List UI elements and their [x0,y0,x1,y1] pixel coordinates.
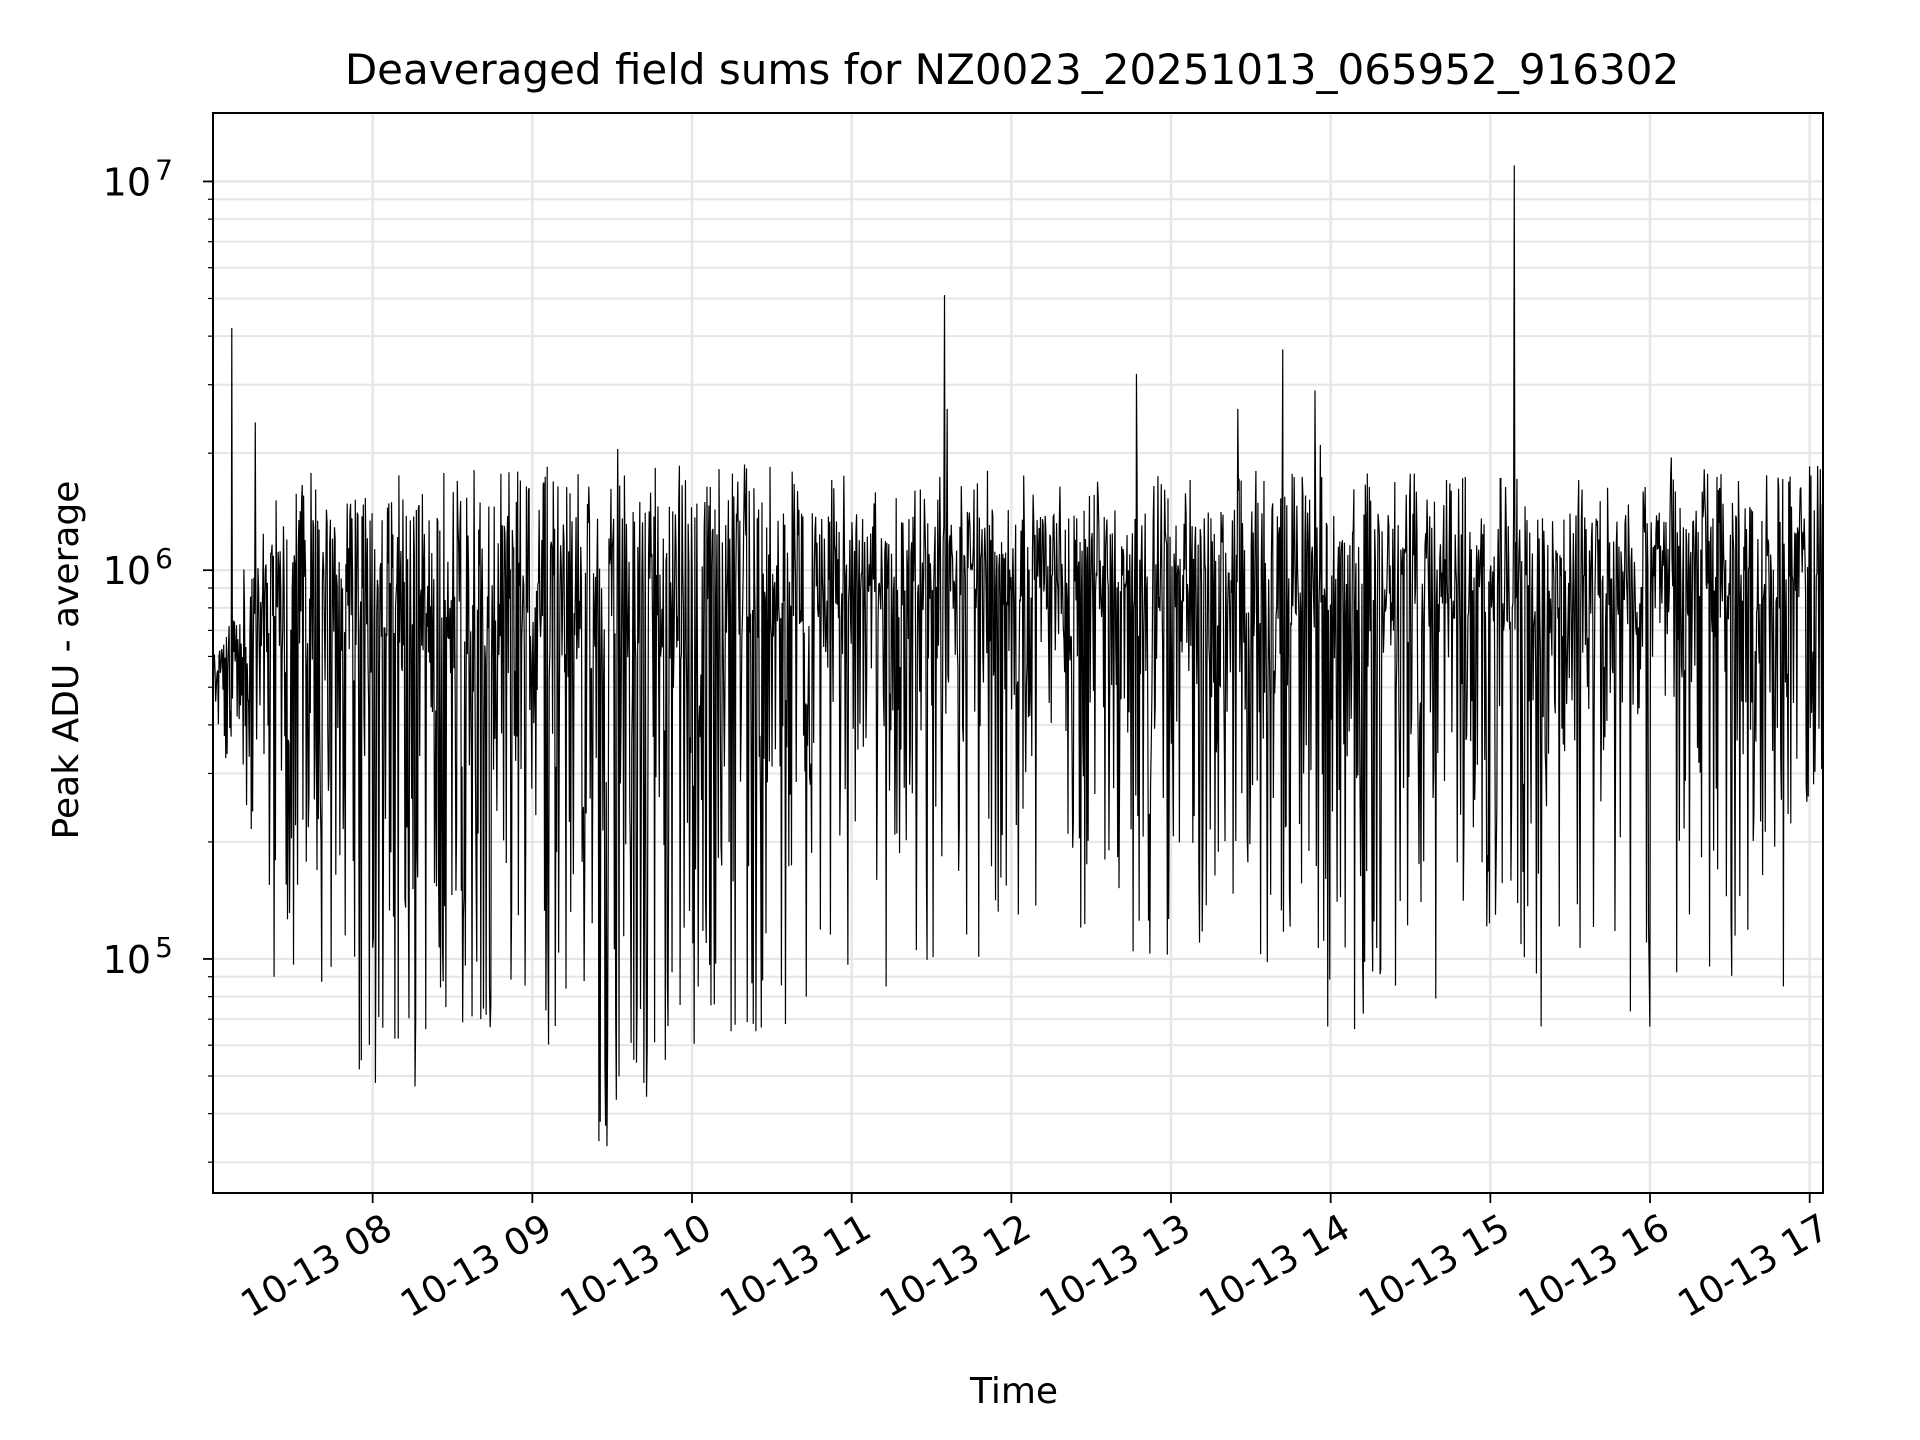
y-tick-label: 10 [103,549,151,593]
plot-area [212,165,1824,1147]
x-axis-label: Time [969,1371,1058,1412]
y-tick-exponent: 5 [155,931,173,964]
y-axis-label: Peak ADU - average [46,481,87,840]
axes-frame [212,112,1824,1194]
y-tick-label: 10 [103,938,151,982]
y-tick-exponent: 6 [155,542,173,575]
y-tick-exponent: 7 [155,153,173,186]
chart-title: Deaveraged field sums for NZ0023_2025101… [345,45,1679,94]
series-line [212,165,1824,1147]
y-tick-label: 10 [103,160,151,204]
